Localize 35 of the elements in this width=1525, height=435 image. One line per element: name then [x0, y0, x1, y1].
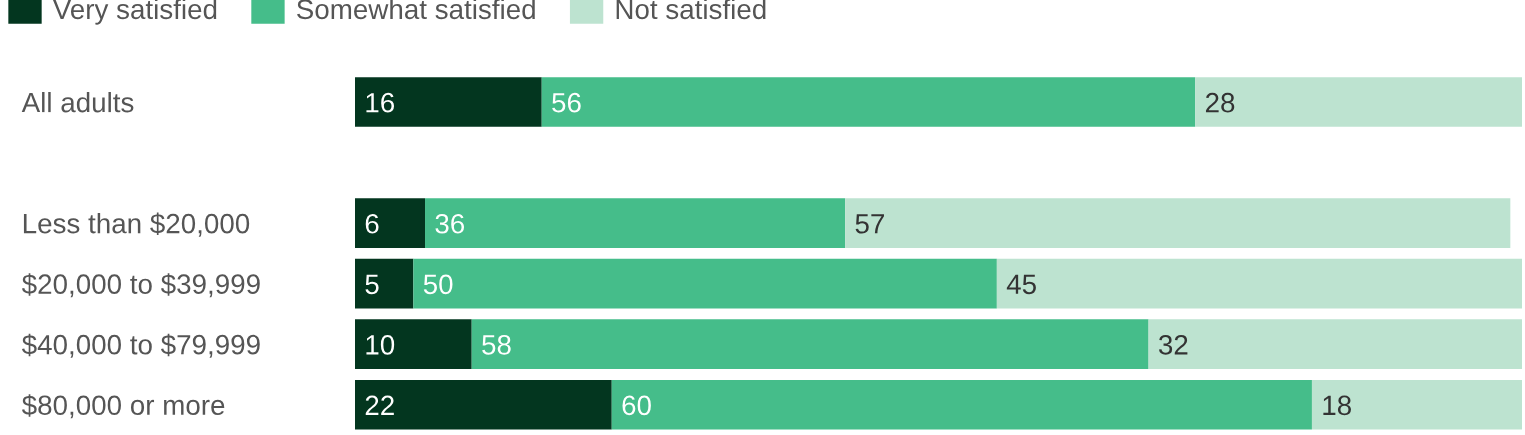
data-label: 6 [365, 213, 379, 234]
bar [471, 319, 1149, 370]
bar [425, 198, 846, 248]
data-label: 28 [1205, 92, 1235, 113]
data-label: 10 [366, 335, 395, 355]
data-label: 5 [365, 274, 379, 295]
bar [355, 379, 612, 430]
bar [1148, 319, 1522, 370]
y-tick-label: Less than $20,000 [23, 212, 250, 237]
bar [355, 319, 472, 370]
data-label: 32 [1158, 335, 1188, 355]
bar [355, 258, 414, 309]
data-label: 36 [435, 213, 465, 234]
bar [996, 258, 1522, 309]
bar [355, 198, 426, 248]
data-label: 18 [1323, 395, 1351, 416]
bar [1311, 379, 1522, 430]
y-tick-label: $40,000 to $79,999 [21, 333, 260, 358]
bar [611, 379, 1312, 430]
bar [413, 258, 997, 309]
bar [1195, 77, 1522, 127]
y-tick-label: $20,000 to $39,999 [21, 273, 260, 298]
bar [541, 77, 1196, 127]
data-label: 16 [366, 92, 395, 113]
y-tick-label: All adults [21, 91, 134, 113]
data-label: 58 [482, 335, 511, 355]
data-label: 56 [552, 92, 581, 113]
bar [845, 198, 1511, 248]
data-label: 60 [622, 395, 651, 416]
y-tick-label: $80,000 or more [21, 394, 225, 419]
data-label: 22 [365, 395, 394, 415]
data-label: 50 [423, 274, 453, 295]
data-label: 57 [855, 214, 884, 234]
bar [355, 77, 542, 127]
data-label: 45 [1006, 274, 1036, 295]
